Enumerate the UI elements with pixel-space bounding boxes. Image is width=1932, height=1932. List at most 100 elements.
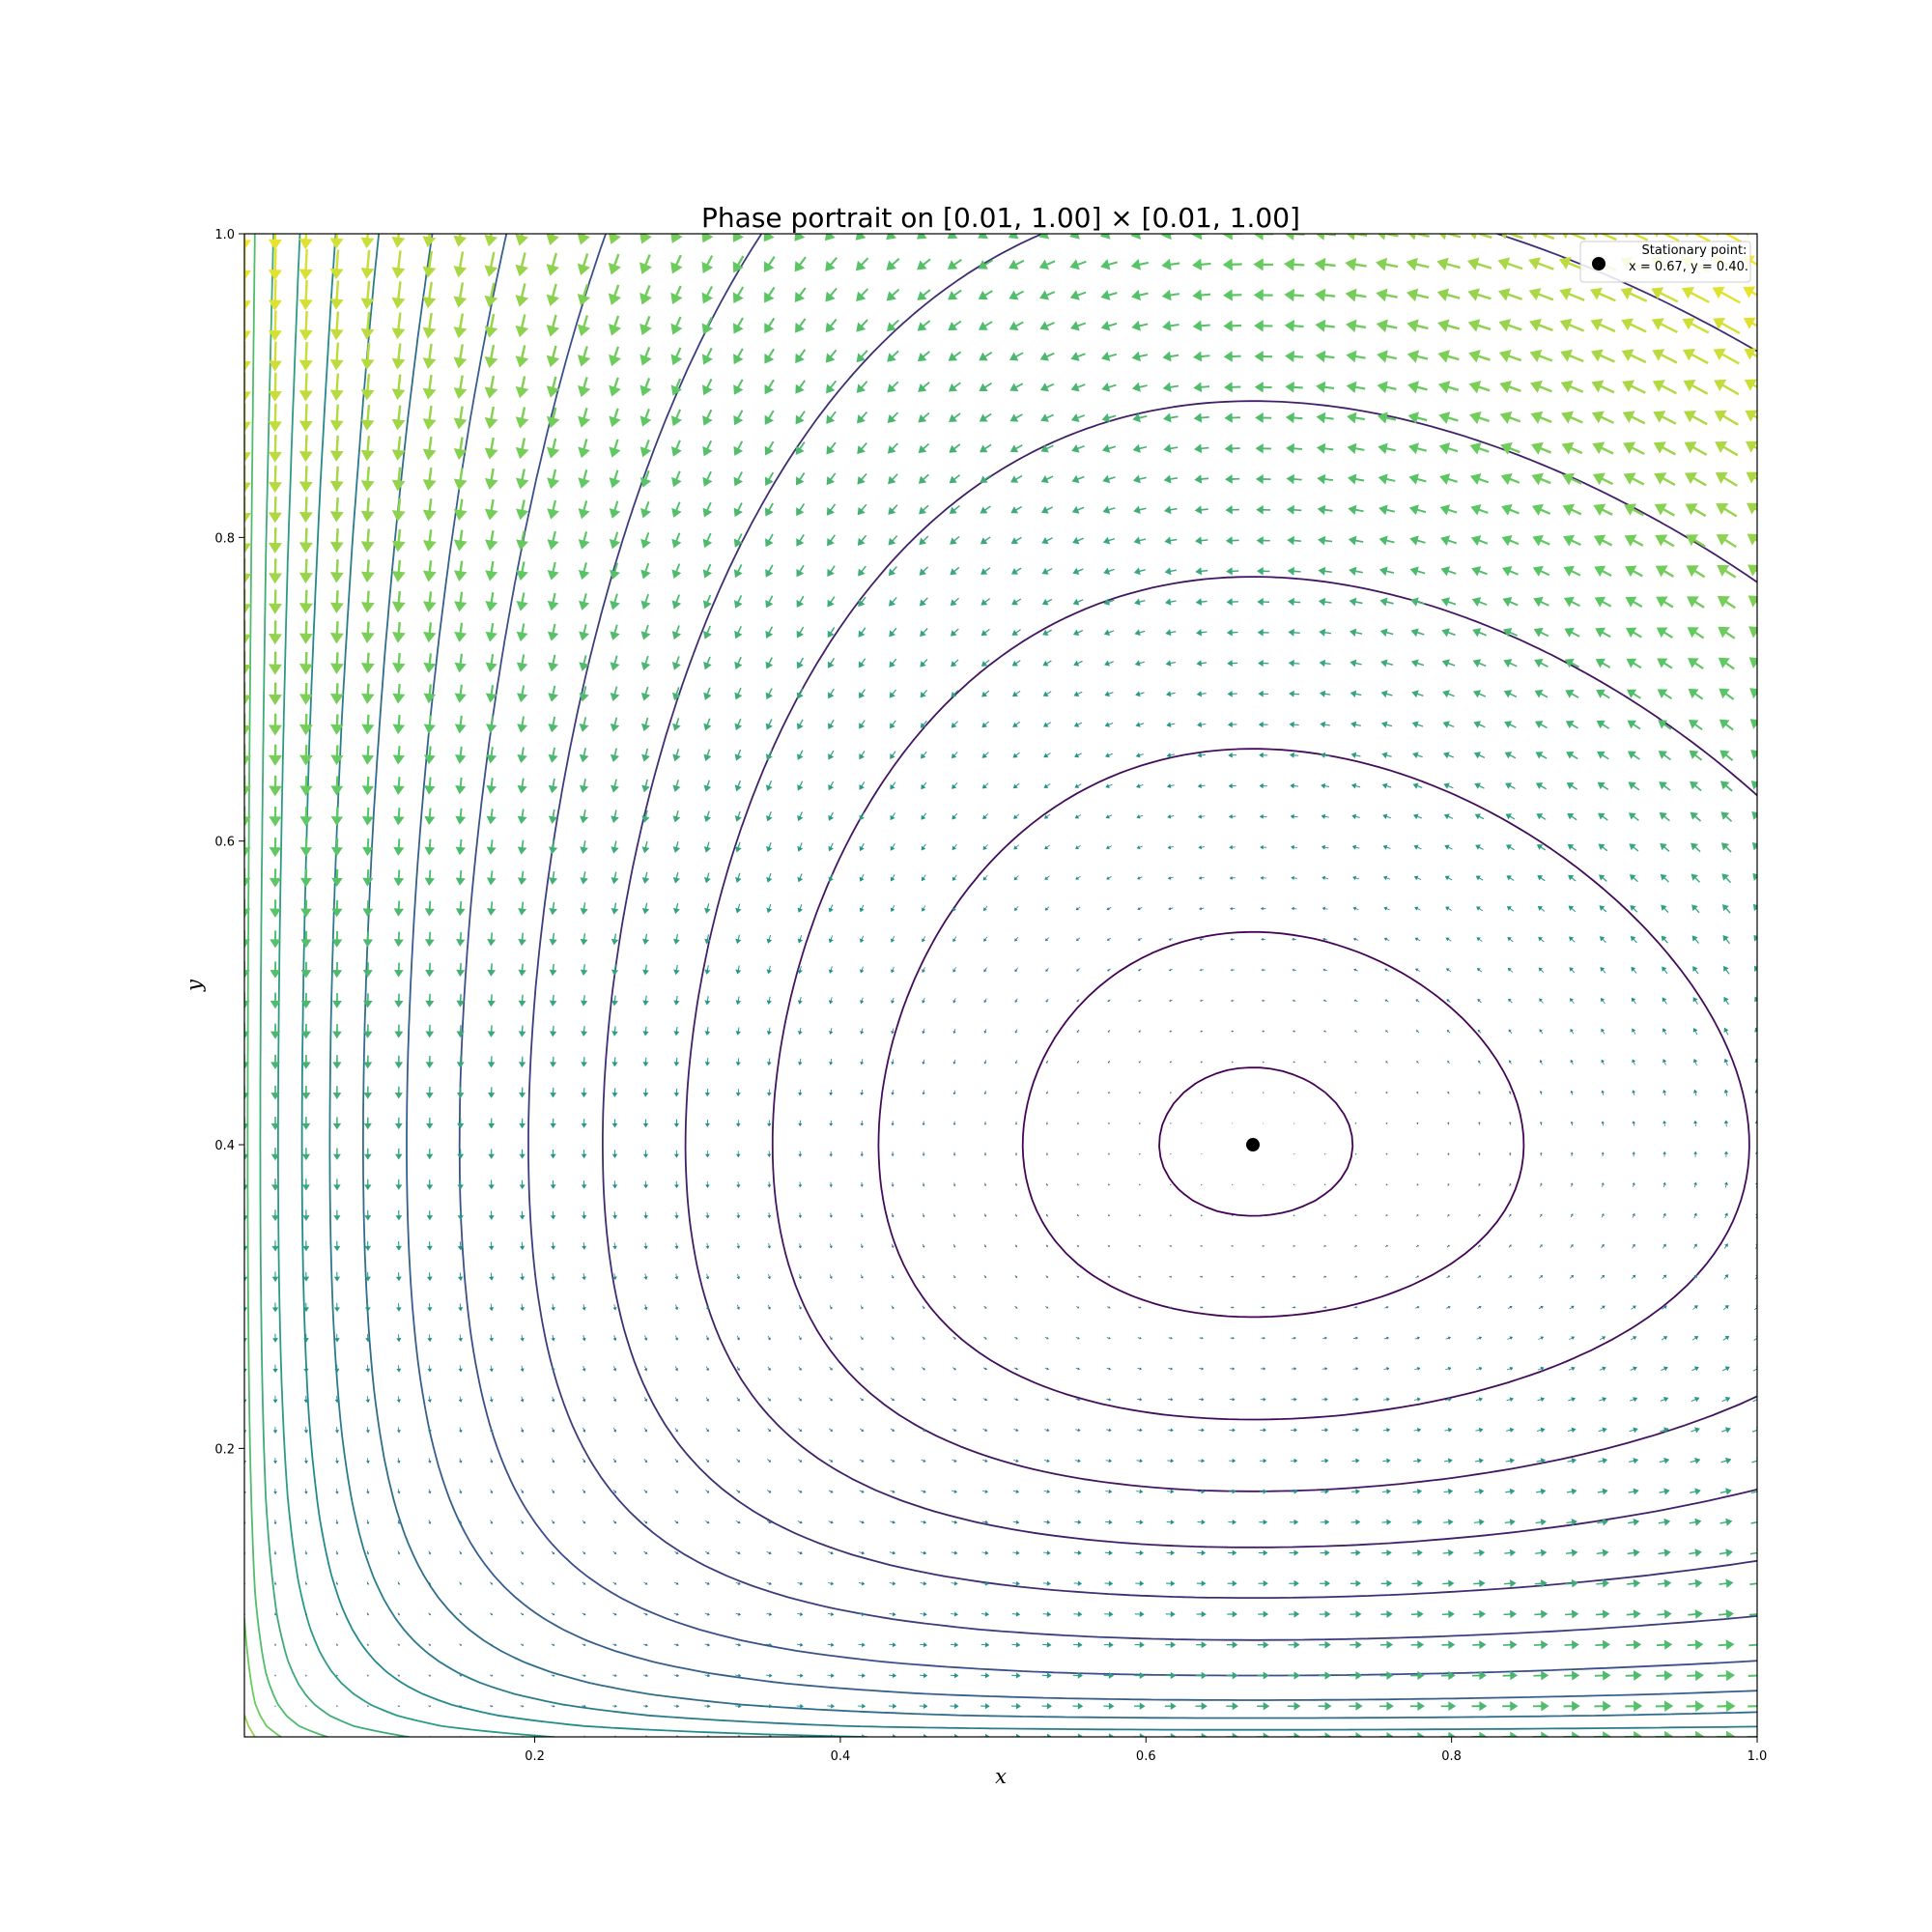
field-arrow <box>1014 1305 1018 1309</box>
field-arrow <box>1600 1305 1605 1310</box>
field-arrow <box>980 628 990 637</box>
field-arrow <box>641 779 650 793</box>
field-arrow <box>396 1396 401 1404</box>
field-arrow <box>982 844 988 850</box>
field-arrow <box>860 1305 864 1310</box>
field-arrow <box>268 341 282 372</box>
field-arrow <box>332 1086 342 1099</box>
field-arrow <box>519 1087 526 1098</box>
field-arrow <box>794 234 808 242</box>
field-arrow <box>1509 1182 1512 1187</box>
field-arrow <box>551 1241 556 1250</box>
field-arrow <box>582 1334 586 1342</box>
field-arrow <box>1437 319 1461 332</box>
field-arrow <box>428 1612 431 1616</box>
field-arrow <box>979 412 992 422</box>
field-arrow <box>920 1550 927 1555</box>
field-arrow <box>1222 258 1242 271</box>
field-arrow <box>948 382 961 392</box>
field-arrow <box>1010 536 1022 545</box>
field-arrow <box>1293 1153 1295 1155</box>
field-arrow <box>1254 382 1272 393</box>
field-arrow <box>1539 1213 1543 1218</box>
field-arrow <box>1261 968 1265 972</box>
field-arrow <box>1198 1428 1205 1433</box>
field-arrow <box>1012 752 1020 758</box>
field-arrow <box>580 871 588 885</box>
field-arrow <box>1321 906 1328 911</box>
field-arrow <box>1656 627 1674 639</box>
field-arrow <box>268 403 282 433</box>
field-arrow <box>363 1086 373 1099</box>
field-arrow <box>1509 1060 1512 1065</box>
field-arrow <box>488 1241 495 1251</box>
field-arrow <box>1693 1151 1698 1157</box>
field-arrow <box>1595 627 1611 639</box>
field-arrow <box>268 527 282 554</box>
field-arrow <box>1101 443 1117 453</box>
field-arrow <box>1352 1397 1359 1402</box>
field-arrow <box>949 505 960 514</box>
field-arrow <box>1284 319 1304 332</box>
field-arrow <box>1600 997 1605 1005</box>
field-arrow <box>860 1212 864 1218</box>
field-arrow <box>518 932 526 947</box>
field-arrow <box>1105 845 1113 849</box>
field-arrow <box>1594 1670 1611 1681</box>
field-arrow <box>456 994 466 1008</box>
field-arrow <box>330 838 343 857</box>
field-arrow <box>453 437 468 461</box>
field-arrow <box>1563 565 1581 577</box>
field-arrow <box>642 1057 649 1067</box>
field-arrow <box>455 777 467 795</box>
field-arrow <box>796 688 804 699</box>
field-arrow <box>732 255 745 273</box>
field-arrow <box>1314 257 1336 271</box>
field-arrow <box>1104 660 1114 667</box>
field-arrow <box>1136 1428 1143 1433</box>
field-arrow <box>735 1550 741 1555</box>
field-arrow <box>735 1612 742 1616</box>
field-arrow <box>612 1520 617 1524</box>
field-arrow <box>640 562 651 580</box>
field-arrow <box>733 410 744 426</box>
field-arrow <box>578 439 590 459</box>
field-arrow <box>329 527 344 554</box>
field-arrow <box>1138 1214 1141 1217</box>
field-arrow <box>1259 1519 1268 1525</box>
field-arrow <box>1385 1122 1388 1124</box>
field-arrow <box>329 683 344 705</box>
field-arrow <box>329 558 344 583</box>
field-arrow <box>1259 782 1267 789</box>
field-arrow <box>1443 1458 1453 1463</box>
field-arrow <box>1319 1671 1332 1680</box>
field-arrow <box>763 256 776 272</box>
chart-title: Phase portrait on [0.01, 1.00] × [0.01, … <box>701 202 1300 234</box>
field-arrow <box>1290 1489 1298 1494</box>
field-arrow <box>1626 1609 1641 1619</box>
field-arrow <box>1471 566 1488 577</box>
field-arrow <box>1590 349 1615 363</box>
field-arrow <box>335 1581 339 1585</box>
field-arrow <box>891 1336 895 1340</box>
field-arrow <box>1527 234 1555 241</box>
field-arrow <box>1103 1702 1115 1710</box>
field-arrow <box>1629 1457 1639 1464</box>
field-arrow <box>1595 1639 1610 1650</box>
field-arrow <box>1692 1274 1698 1280</box>
field-arrow <box>1505 1488 1516 1495</box>
field-arrow <box>1501 503 1520 516</box>
field-arrow <box>983 1213 987 1217</box>
field-arrow <box>1438 442 1459 455</box>
field-arrow <box>1381 1519 1392 1525</box>
field-arrow <box>919 1672 928 1679</box>
field-arrow <box>1691 904 1700 914</box>
field-arrow <box>1533 1670 1549 1681</box>
field-arrow <box>1014 936 1019 942</box>
field-arrow <box>244 1116 249 1131</box>
field-arrow <box>671 594 682 610</box>
field-arrow <box>1566 1488 1577 1495</box>
field-arrow <box>244 1426 247 1435</box>
field-arrow <box>1537 875 1546 882</box>
field-arrow <box>610 717 620 732</box>
